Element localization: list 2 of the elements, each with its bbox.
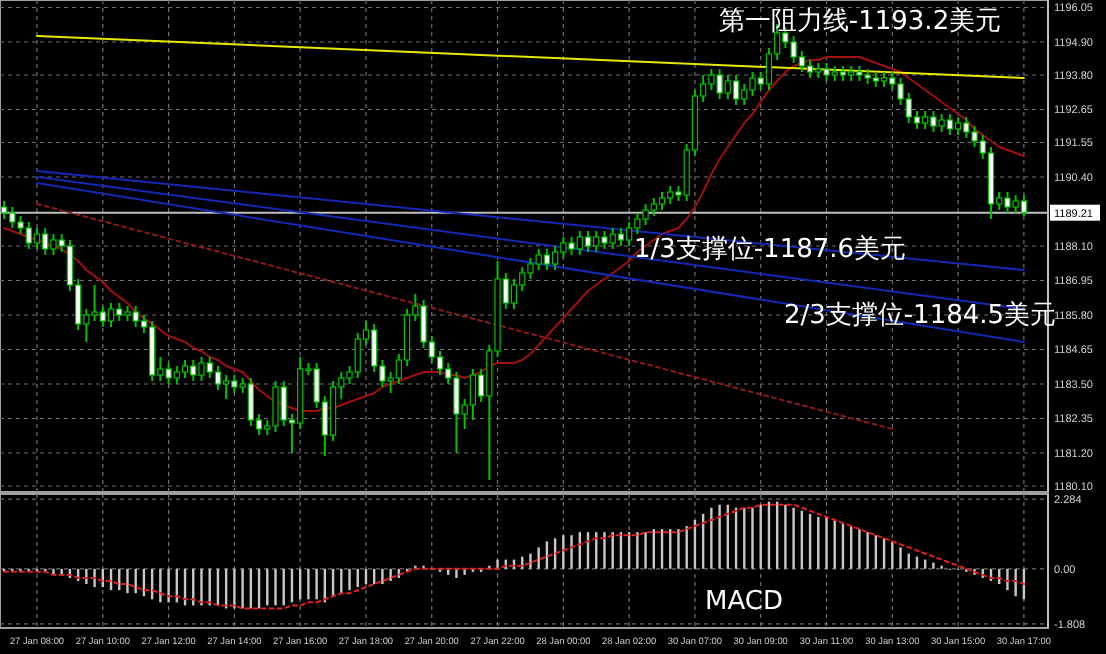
annotation: MACD <box>705 587 783 618</box>
annotation: 第一阻力线-1193.2美元 <box>718 5 1002 38</box>
